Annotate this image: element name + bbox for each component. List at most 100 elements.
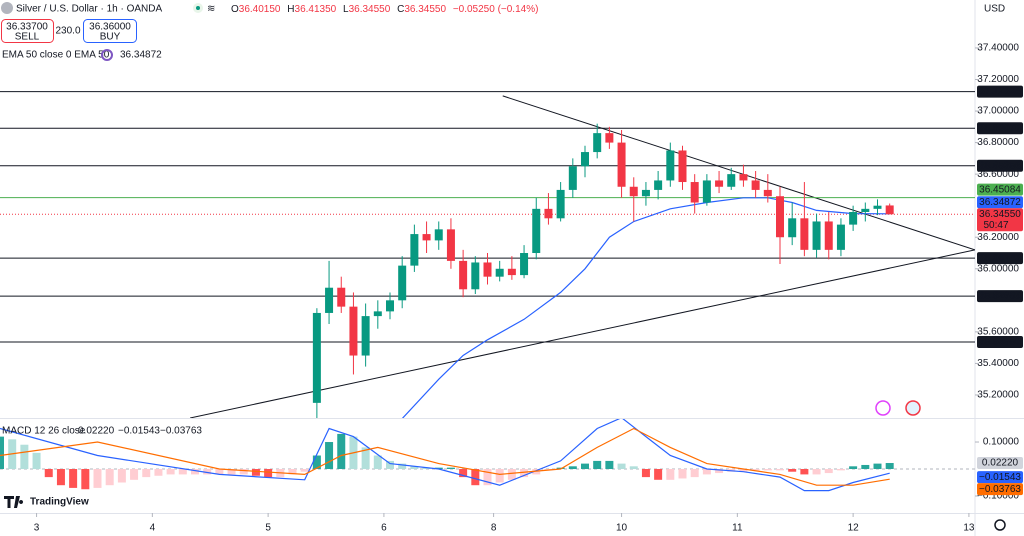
h-label: H: [287, 4, 294, 15]
candle-body: [824, 221, 833, 250]
macd-histogram-bar: [568, 466, 577, 470]
x-tick-label: 3: [34, 523, 40, 534]
candle-body: [312, 312, 321, 403]
candle-body: [556, 189, 565, 219]
candle-body: [763, 189, 772, 197]
macd-value-box: [977, 457, 1023, 470]
candle-body: [434, 229, 443, 241]
macd-histogram-bar: [300, 469, 309, 472]
ema-box: [977, 196, 1023, 209]
macd-histogram-bar: [446, 467, 455, 470]
macd-histogram-bar: [105, 469, 114, 486]
candle-body: [507, 268, 516, 276]
macd-histogram-bar: [788, 469, 797, 472]
y-tick-label: 35.60000: [977, 327, 1019, 338]
buy-button[interactable]: [83, 19, 137, 43]
candle-body: [459, 260, 468, 290]
macd-histogram-bar: [800, 469, 809, 475]
macd-histogram-bar: [666, 469, 675, 480]
ema-icon: [101, 49, 113, 61]
settings-icon[interactable]: [994, 519, 1006, 531]
macd-histogram-bar: [434, 467, 443, 470]
candle-body: [690, 182, 699, 203]
macd-histogram-bar: [44, 469, 53, 478]
candle-body: [666, 150, 675, 181]
macd-histogram-bar: [215, 469, 224, 475]
candle-body: [836, 224, 845, 250]
macd-histogram-bar: [702, 469, 711, 475]
macd-histogram-bar: [178, 469, 187, 475]
macd-histogram-bar: [410, 466, 419, 470]
macd-line-legend: −0.01543: [118, 426, 160, 437]
macd-histogram-bar: [654, 469, 663, 480]
last-price-label: 36.34550: [979, 209, 1021, 220]
ema-legend-value: 36.34872: [120, 50, 162, 61]
candle-body: [386, 300, 394, 312]
macd-histogram-bar: [142, 469, 151, 478]
buy-price: 36.36000: [89, 22, 131, 33]
x-tick-label: 5: [265, 523, 271, 534]
spread: 230.0: [55, 26, 80, 37]
level-label: 35.82699: [979, 291, 1021, 302]
candle-body: [788, 218, 797, 238]
macd-pane: [0, 419, 975, 492]
macd-hist-legend: 0.02220: [78, 426, 115, 437]
macd-histogram-bar: [69, 469, 78, 488]
y-tick-label: 36.20000: [977, 232, 1019, 243]
level-label-box: [977, 85, 1023, 98]
macd-histogram-bar: [361, 447, 370, 470]
level-label-box: [977, 252, 1023, 265]
macd-histogram-bar: [715, 469, 724, 474]
macd-histogram-bar: [751, 469, 760, 471]
macd-value-label: −0.01543: [979, 472, 1021, 483]
macd-histogram-bar: [836, 469, 845, 471]
macd-histogram-bar: [483, 469, 492, 486]
macd-histogram-bar: [776, 469, 784, 471]
flag-icon[interactable]: [905, 400, 921, 416]
status-dot: [196, 6, 200, 10]
candle-body: [483, 262, 492, 277]
level-label: 36.06743: [979, 253, 1021, 264]
macd-histogram-bar: [885, 463, 894, 470]
macd-histogram-bar: [824, 469, 833, 474]
buy-label: BUY: [100, 32, 121, 43]
y-tick-label: 36.80000: [977, 137, 1019, 148]
sell-button[interactable]: [1, 19, 54, 43]
x-tick-label: 8: [491, 523, 497, 534]
ohlc: O36.40150 H36.41350 L36.34550 C36.34550 …: [231, 4, 538, 15]
trendline: [502, 95, 975, 251]
y-tick-label: 37.40000: [977, 43, 1019, 54]
event-icon[interactable]: [875, 400, 891, 416]
candle-body: [422, 234, 431, 241]
macd-histogram-bar: [191, 469, 199, 475]
macd-histogram-bar: [593, 460, 602, 470]
macd-histogram-bar: [20, 444, 29, 470]
macd-histogram-bar: [239, 469, 248, 475]
candle-body: [861, 208, 870, 212]
candle-body: [617, 142, 626, 187]
ema-legend: EMA 50 close 0 EMA 50: [2, 50, 110, 61]
macd-histogram-bar: [386, 460, 394, 470]
candle-body: [568, 166, 577, 190]
green-level-label: 36.45084: [979, 184, 1021, 195]
macd-histogram-bar: [117, 469, 126, 483]
last-price-box: [977, 208, 1023, 232]
green-level-box: [977, 183, 1023, 196]
macd-histogram-bar: [166, 469, 175, 475]
y-tick-label: 35.20000: [977, 390, 1019, 401]
l-label: L: [343, 4, 349, 15]
macd-histogram-bar: [325, 442, 334, 470]
currency: USD: [984, 4, 1005, 15]
x-tick-label: 4: [150, 523, 156, 534]
macd-histogram-bar: [0, 436, 4, 470]
candle-body: [849, 211, 858, 225]
candle-body: [446, 229, 455, 261]
candle-body: [398, 265, 407, 301]
level-label: 36.65356: [979, 160, 1021, 171]
x-tick-label: 12: [848, 523, 860, 534]
candle-body: [410, 234, 419, 266]
candle-body: [532, 208, 541, 254]
macd-histogram-bar: [373, 455, 382, 470]
logo-text: TradingView: [30, 497, 89, 508]
candle-body: [800, 218, 809, 250]
